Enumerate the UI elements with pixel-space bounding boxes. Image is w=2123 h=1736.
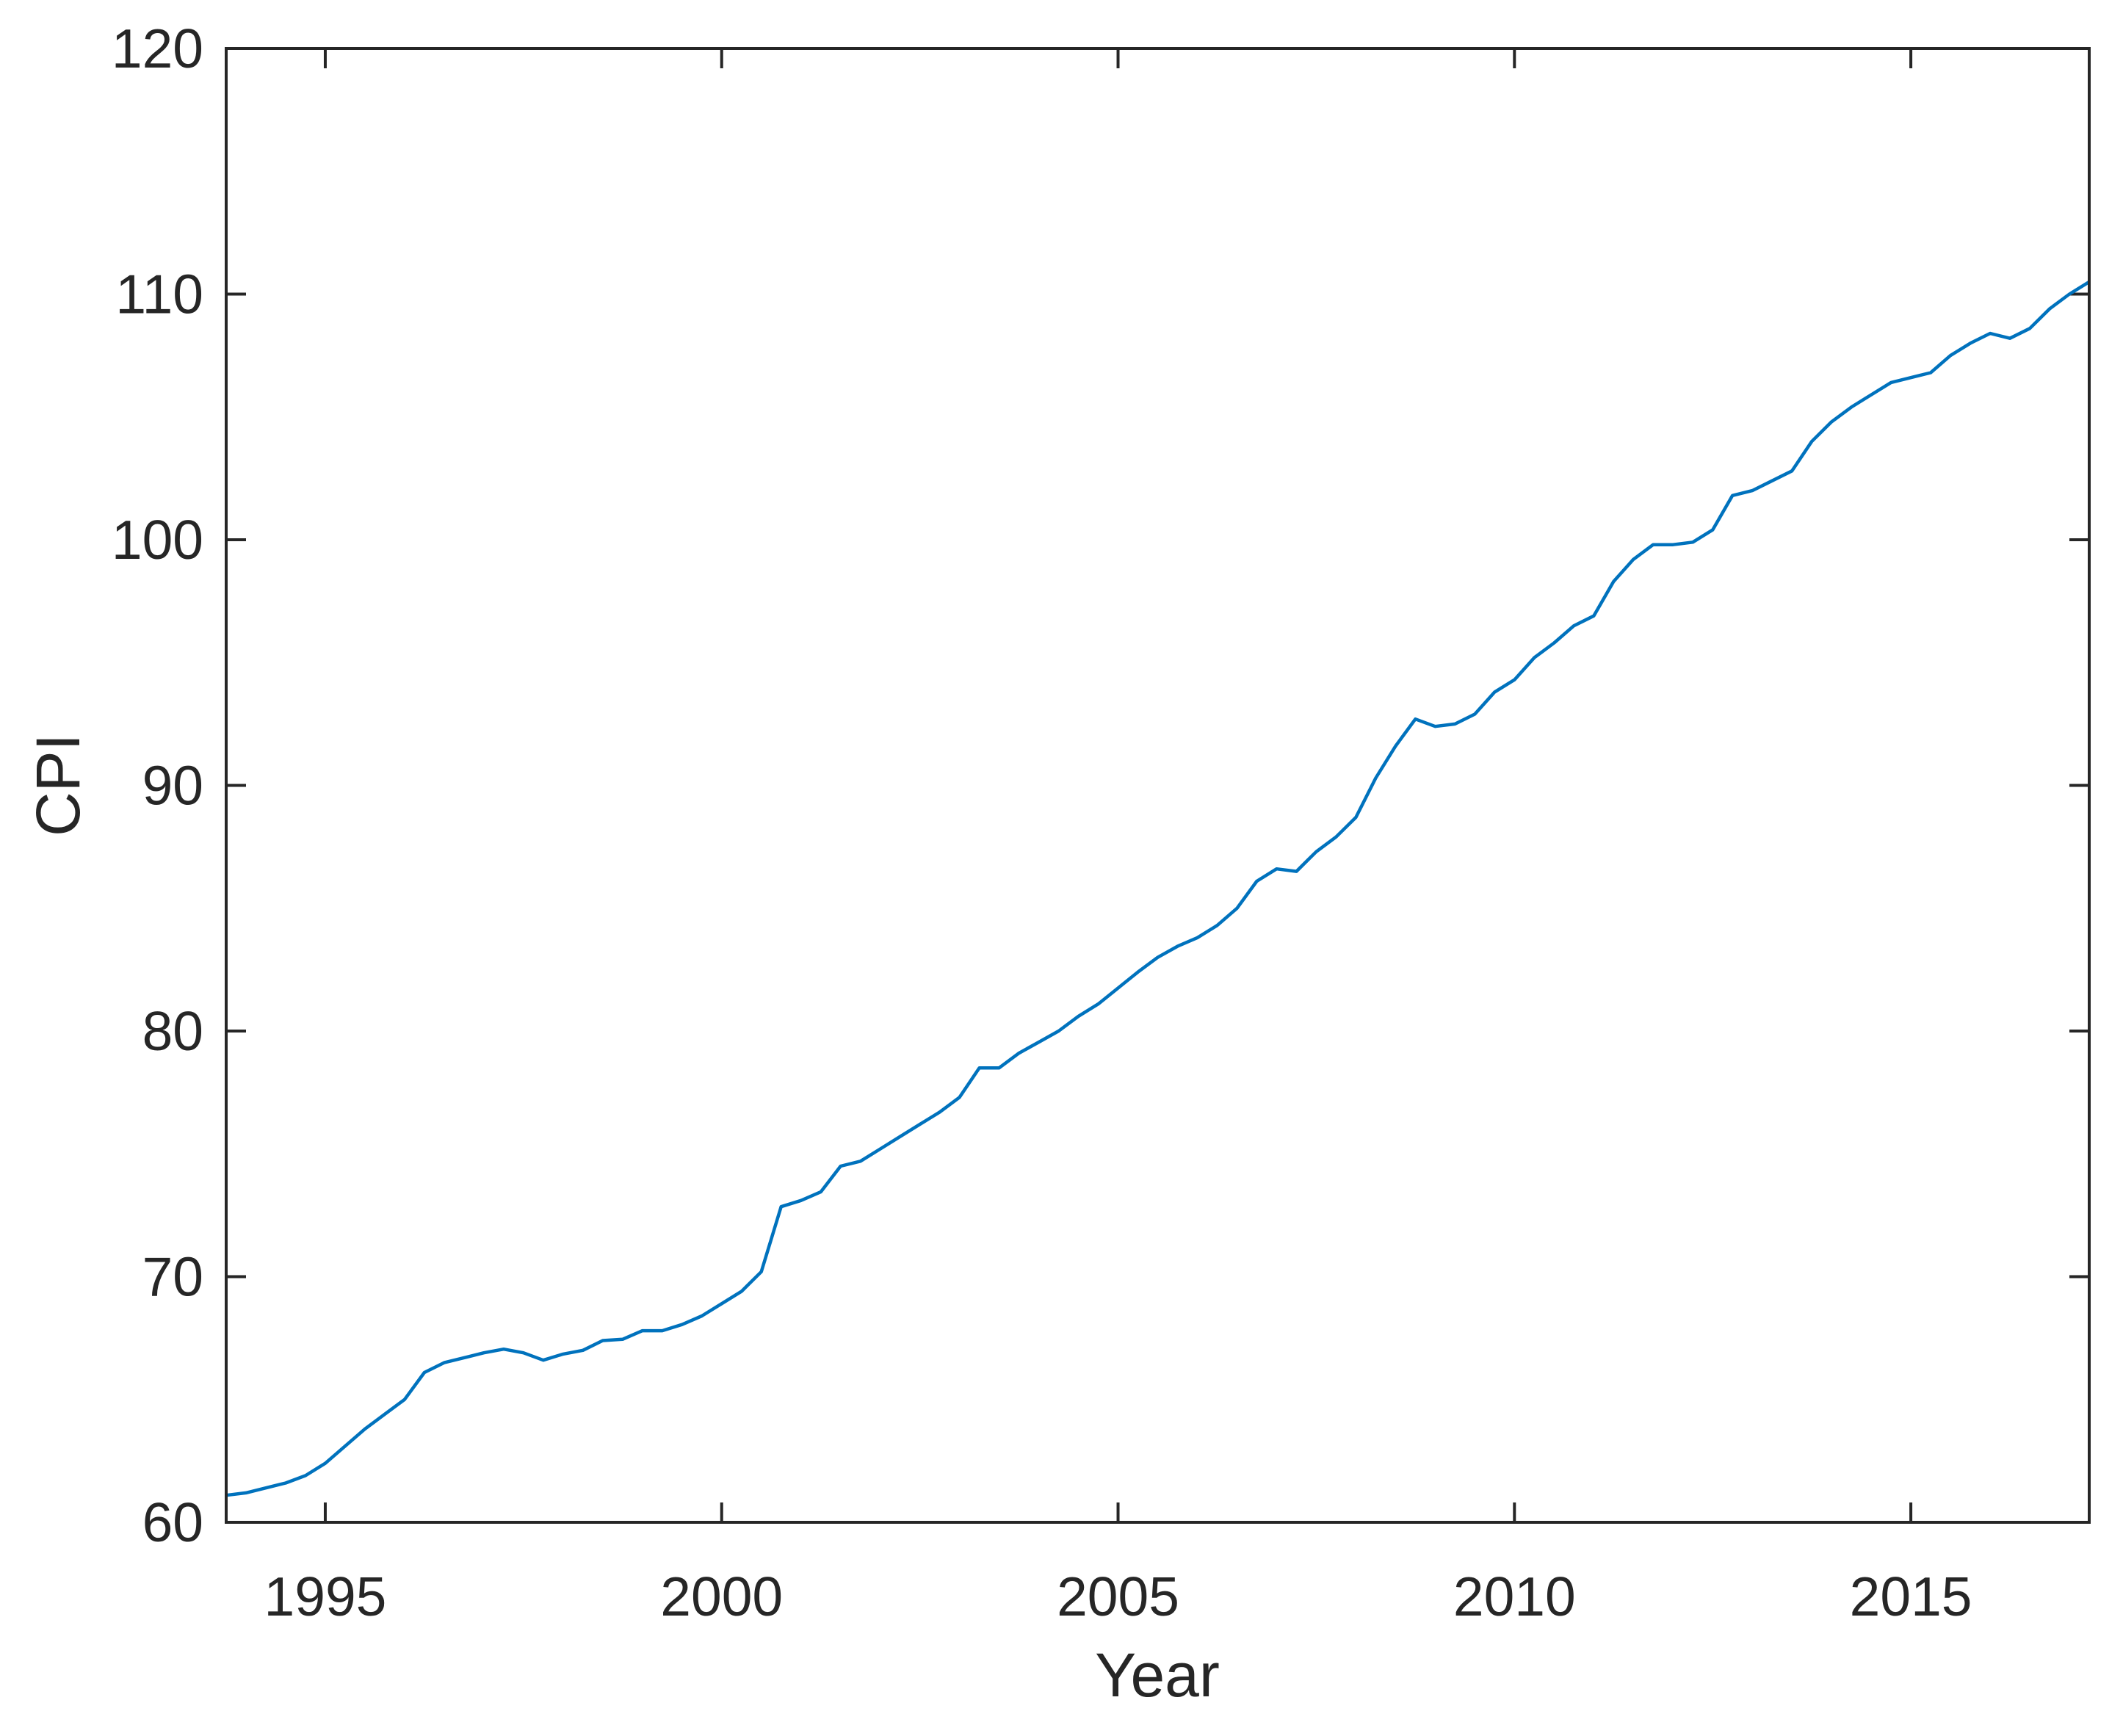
y-tick-label: 70 <box>142 1246 203 1308</box>
y-tick-label: 80 <box>142 1000 203 1062</box>
y-axis-label: CPI <box>23 734 93 836</box>
x-tick-label: 2010 <box>1453 1566 1576 1627</box>
y-tick-label: 90 <box>142 755 203 817</box>
x-axis-label: Year <box>1095 1641 1220 1710</box>
x-tick-label: 2015 <box>1850 1566 1972 1627</box>
y-tick-label: 60 <box>142 1491 203 1553</box>
x-tick-label: 2005 <box>1057 1566 1179 1627</box>
x-tick-label: 1995 <box>264 1566 387 1627</box>
y-tick-label: 110 <box>115 264 203 325</box>
axes-box <box>225 47 2091 1524</box>
x-tick-label: 2000 <box>660 1566 783 1627</box>
cpi-series-line <box>225 280 2091 1497</box>
tick-labels: 1995 2000 2005 2010 2015 60 70 80 90 100 110 120 <box>112 18 1972 1627</box>
y-tick-label: 100 <box>112 509 203 571</box>
y-tick-label: 120 <box>112 18 203 79</box>
